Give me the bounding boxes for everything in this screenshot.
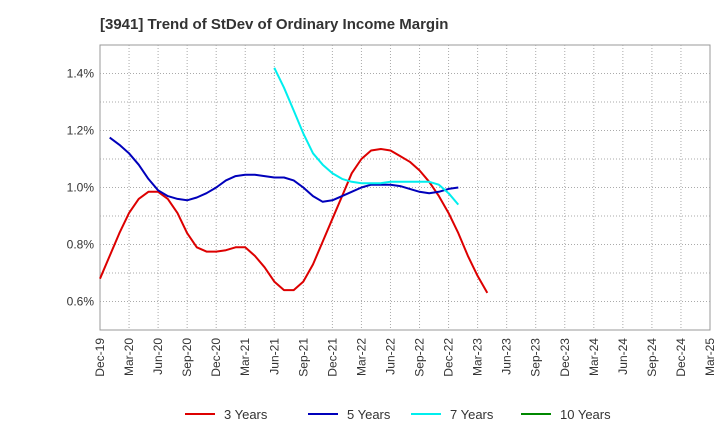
series-line-5-years — [109, 136, 459, 203]
x-tick-label: Sep-20 — [180, 338, 194, 377]
y-tick-label: 1.2% — [67, 124, 95, 138]
x-tick-label: Dec-24 — [674, 338, 688, 377]
x-tick-label: Mar-25 — [703, 338, 717, 376]
x-tick-label: Dec-23 — [558, 338, 572, 377]
x-tick-label: Mar-22 — [354, 338, 368, 376]
legend-label: 5 Years — [347, 407, 391, 422]
x-tick-label: Sep-23 — [529, 338, 543, 377]
x-tick-label: Sep-21 — [296, 338, 310, 377]
legend-label: 10 Years — [560, 407, 611, 422]
axis-layer: 0.6% 0.8% 1.0% 1.2% 1.4% Dec-19 Mar-20 Jun-20 Se… — [67, 67, 717, 377]
x-tick-label: Jun-20 — [151, 338, 165, 375]
series-line-3-years — [99, 148, 489, 294]
series-layer — [99, 67, 489, 294]
x-tick-label: Dec-21 — [325, 338, 339, 377]
y-tick-label: 0.8% — [67, 238, 95, 252]
x-tick-label: Sep-22 — [413, 338, 427, 377]
x-tick-label: Jun-24 — [616, 338, 630, 375]
y-tick-label: 1.0% — [67, 181, 95, 195]
y-tick-label: 1.4% — [67, 67, 95, 81]
y-tick-label: 0.6% — [67, 295, 95, 309]
chart-title: [3941] Trend of StDev of Ordinary Income… — [100, 16, 449, 33]
legend-label: 3 Years — [224, 407, 268, 422]
x-tick-label: Mar-23 — [471, 338, 485, 376]
series-line-7-years — [273, 67, 460, 206]
x-tick-label: Sep-24 — [645, 338, 659, 377]
x-tick-label: Dec-19 — [93, 338, 107, 377]
legend-label: 7 Years — [450, 407, 494, 422]
x-tick-label: Mar-20 — [122, 338, 136, 376]
x-tick-label: Jun-22 — [383, 338, 397, 375]
x-tick-label: Jun-23 — [500, 338, 514, 375]
x-tick-label: Dec-20 — [209, 338, 223, 377]
x-tick-label: Mar-21 — [238, 338, 252, 376]
x-tick-label: Mar-24 — [587, 338, 601, 376]
legend: 3 Years 5 Years 7 Years 10 Years — [185, 407, 611, 422]
x-tick-label: Jun-21 — [267, 338, 281, 375]
x-tick-label: Dec-22 — [442, 338, 456, 377]
